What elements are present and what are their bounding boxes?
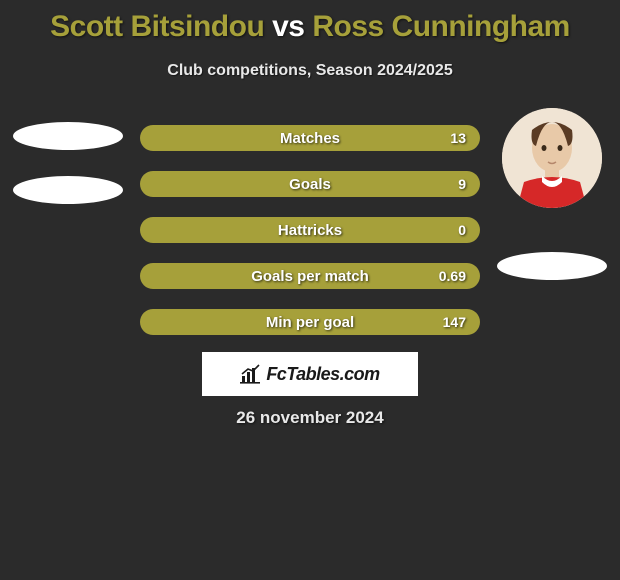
left-player-area bbox=[4, 108, 132, 204]
player1-name: Scott Bitsindou bbox=[50, 10, 264, 43]
subtitle: Club competitions, Season 2024/2025 bbox=[0, 62, 620, 80]
stat-value-right: 147 bbox=[443, 314, 466, 330]
stat-label: Matches bbox=[280, 130, 340, 147]
stat-row-hattricks: Hattricks 0 bbox=[140, 217, 480, 243]
stat-label: Goals bbox=[289, 176, 331, 193]
right-player-area bbox=[488, 108, 616, 280]
chart-icon bbox=[240, 364, 262, 384]
brand-box: FcTables.com bbox=[202, 352, 418, 396]
stat-value-right: 0 bbox=[458, 222, 466, 238]
brand-text: FcTables.com bbox=[266, 364, 379, 385]
stat-row-matches: Matches 13 bbox=[140, 125, 480, 151]
stat-row-mpg: Min per goal 147 bbox=[140, 309, 480, 335]
stat-label: Hattricks bbox=[278, 222, 342, 239]
right-badge-1 bbox=[497, 252, 607, 280]
player2-name: Ross Cunningham bbox=[312, 10, 570, 43]
player2-photo bbox=[502, 108, 602, 208]
stat-label: Goals per match bbox=[251, 268, 369, 285]
stat-value-right: 0.69 bbox=[439, 268, 466, 284]
stats-block: Matches 13 Goals 9 Hattricks 0 Goals per… bbox=[140, 125, 480, 355]
stat-label: Min per goal bbox=[266, 314, 354, 331]
date-line: 26 november 2024 bbox=[0, 408, 620, 428]
stat-value-right: 13 bbox=[450, 130, 466, 146]
stat-row-gpm: Goals per match 0.69 bbox=[140, 263, 480, 289]
stat-value-right: 9 bbox=[458, 176, 466, 192]
stat-row-goals: Goals 9 bbox=[140, 171, 480, 197]
vs-separator: vs bbox=[272, 10, 304, 43]
page-title: Scott Bitsindou vs Ross Cunningham bbox=[0, 0, 620, 44]
left-badge-2 bbox=[13, 176, 123, 204]
left-badge-1 bbox=[13, 122, 123, 150]
